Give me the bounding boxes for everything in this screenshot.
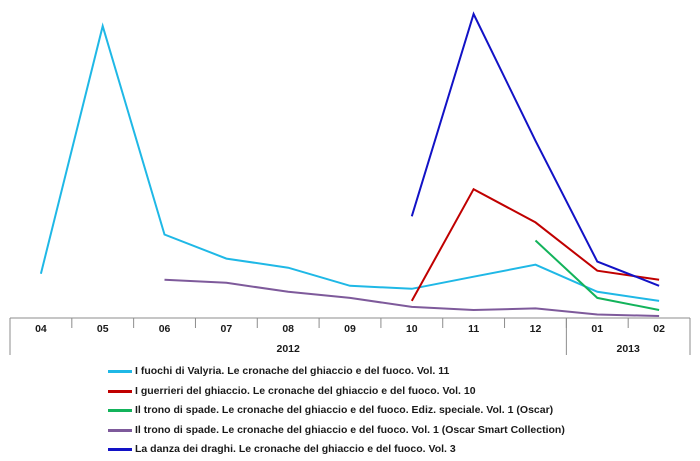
x-axis: 04 05 06 07 08 09 10 11 12 01 02 2012 2013	[9, 317, 691, 355]
legend-label: Il trono di spade. Le cronache del ghiac…	[135, 404, 554, 416]
line-chart: 04 05 06 07 08 09 10 11 12 01 02 2012 2013	[9, 11, 691, 355]
legend-label: I guerrieri del ghiaccio. Le cronache de…	[135, 384, 476, 397]
x-tick-label: 01	[591, 323, 603, 335]
legend-swatch	[108, 428, 132, 432]
x-year-label: 2012	[277, 343, 301, 355]
legend-swatch	[108, 370, 132, 373]
x-tick-label: 06	[159, 323, 171, 335]
legend-swatch	[108, 389, 132, 393]
x-tick-label: 05	[97, 323, 109, 335]
series-line-3	[534, 239, 660, 311]
series-lines	[39, 11, 660, 317]
series-line-2	[410, 187, 660, 302]
legend-label: I fuochi di Valyria. Le cronache del ghi…	[135, 365, 450, 377]
legend-swatch	[108, 409, 132, 412]
x-tick-label: 09	[344, 323, 356, 335]
legend-swatch	[108, 448, 132, 451]
legend-label: La danza dei draghi. Le cronache del ghi…	[135, 443, 456, 455]
x-tick-label: 08	[282, 323, 294, 335]
series-line-4	[164, 278, 660, 317]
legend-label: Il trono di spade. Le cronache del ghiac…	[135, 423, 565, 436]
x-tick-label: 11	[468, 323, 479, 335]
x-tick-label: 10	[406, 323, 418, 335]
x-tick-label: 12	[530, 323, 542, 335]
x-tick-label: 07	[221, 323, 233, 335]
x-tick-label: 04	[35, 323, 47, 335]
x-year-label: 2013	[617, 343, 641, 355]
series-line-5	[410, 11, 660, 287]
series-line-1	[39, 22, 660, 302]
x-tick-label: 02	[653, 323, 665, 335]
